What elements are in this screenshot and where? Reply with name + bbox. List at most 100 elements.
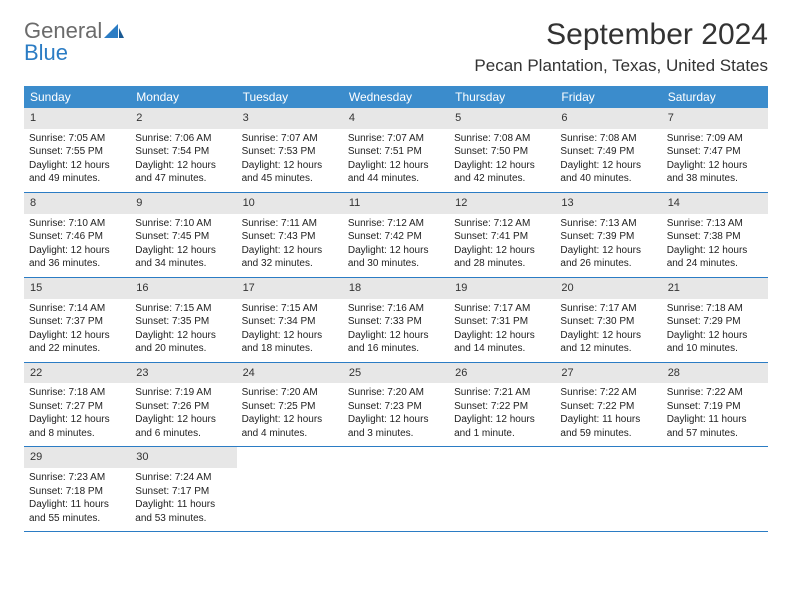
day-details: Sunrise: 7:18 AMSunset: 7:29 PMDaylight:…: [662, 299, 768, 362]
day-cell: 22Sunrise: 7:18 AMSunset: 7:27 PMDayligh…: [24, 363, 130, 447]
day-header-row: SundayMondayTuesdayWednesdayThursdayFrid…: [24, 86, 768, 108]
sunrise-line: Sunrise: 7:05 AM: [29, 132, 125, 146]
sunrise-line: Sunrise: 7:12 AM: [348, 217, 444, 231]
header: General Blue September 2024 Pecan Planta…: [24, 18, 768, 76]
day-cell: [237, 447, 343, 531]
day-number: 28: [662, 363, 768, 384]
daylight-line: Daylight: 11 hours and 53 minutes.: [135, 498, 231, 525]
sunset-line: Sunset: 7:50 PM: [454, 145, 550, 159]
day-cell: 4Sunrise: 7:07 AMSunset: 7:51 PMDaylight…: [343, 108, 449, 192]
sunset-line: Sunset: 7:26 PM: [135, 400, 231, 414]
location: Pecan Plantation, Texas, United States: [474, 56, 768, 76]
day-cell: 16Sunrise: 7:15 AMSunset: 7:35 PMDayligh…: [130, 278, 236, 362]
daylight-line: Daylight: 12 hours and 42 minutes.: [454, 159, 550, 186]
day-cell: 1Sunrise: 7:05 AMSunset: 7:55 PMDaylight…: [24, 108, 130, 192]
day-details: Sunrise: 7:24 AMSunset: 7:17 PMDaylight:…: [130, 468, 236, 531]
day-cell: 11Sunrise: 7:12 AMSunset: 7:42 PMDayligh…: [343, 193, 449, 277]
week-row: 29Sunrise: 7:23 AMSunset: 7:18 PMDayligh…: [24, 447, 768, 532]
day-details: Sunrise: 7:19 AMSunset: 7:26 PMDaylight:…: [130, 383, 236, 446]
day-number: 8: [24, 193, 130, 214]
sunrise-line: Sunrise: 7:07 AM: [348, 132, 444, 146]
day-cell: 14Sunrise: 7:13 AMSunset: 7:38 PMDayligh…: [662, 193, 768, 277]
daylight-line: Daylight: 12 hours and 22 minutes.: [29, 329, 125, 356]
day-header: Saturday: [662, 86, 768, 108]
day-cell: 10Sunrise: 7:11 AMSunset: 7:43 PMDayligh…: [237, 193, 343, 277]
day-details: Sunrise: 7:22 AMSunset: 7:22 PMDaylight:…: [555, 383, 661, 446]
sunset-line: Sunset: 7:46 PM: [29, 230, 125, 244]
calendar: SundayMondayTuesdayWednesdayThursdayFrid…: [24, 86, 768, 532]
day-number: 15: [24, 278, 130, 299]
day-cell: 25Sunrise: 7:20 AMSunset: 7:23 PMDayligh…: [343, 363, 449, 447]
day-number: 10: [237, 193, 343, 214]
week-row: 8Sunrise: 7:10 AMSunset: 7:46 PMDaylight…: [24, 193, 768, 278]
day-number: 11: [343, 193, 449, 214]
sunrise-line: Sunrise: 7:08 AM: [560, 132, 656, 146]
sunset-line: Sunset: 7:43 PM: [242, 230, 338, 244]
day-number: 20: [555, 278, 661, 299]
sunrise-line: Sunrise: 7:16 AM: [348, 302, 444, 316]
day-cell: 30Sunrise: 7:24 AMSunset: 7:17 PMDayligh…: [130, 447, 236, 531]
day-details: Sunrise: 7:12 AMSunset: 7:42 PMDaylight:…: [343, 214, 449, 277]
daylight-line: Daylight: 12 hours and 45 minutes.: [242, 159, 338, 186]
day-number: 25: [343, 363, 449, 384]
sunset-line: Sunset: 7:39 PM: [560, 230, 656, 244]
day-header: Sunday: [24, 86, 130, 108]
daylight-line: Daylight: 12 hours and 8 minutes.: [29, 413, 125, 440]
day-number: 29: [24, 447, 130, 468]
day-cell: 5Sunrise: 7:08 AMSunset: 7:50 PMDaylight…: [449, 108, 555, 192]
day-number: 14: [662, 193, 768, 214]
daylight-line: Daylight: 12 hours and 3 minutes.: [348, 413, 444, 440]
day-cell: 13Sunrise: 7:13 AMSunset: 7:39 PMDayligh…: [555, 193, 661, 277]
sunrise-line: Sunrise: 7:20 AM: [348, 386, 444, 400]
day-details: Sunrise: 7:08 AMSunset: 7:49 PMDaylight:…: [555, 129, 661, 192]
day-cell: 24Sunrise: 7:20 AMSunset: 7:25 PMDayligh…: [237, 363, 343, 447]
sunrise-line: Sunrise: 7:18 AM: [667, 302, 763, 316]
sunset-line: Sunset: 7:35 PM: [135, 315, 231, 329]
sunrise-line: Sunrise: 7:22 AM: [667, 386, 763, 400]
sunrise-line: Sunrise: 7:17 AM: [560, 302, 656, 316]
day-number: 1: [24, 108, 130, 129]
day-details: Sunrise: 7:14 AMSunset: 7:37 PMDaylight:…: [24, 299, 130, 362]
day-cell: 12Sunrise: 7:12 AMSunset: 7:41 PMDayligh…: [449, 193, 555, 277]
daylight-line: Daylight: 12 hours and 36 minutes.: [29, 244, 125, 271]
sunset-line: Sunset: 7:27 PM: [29, 400, 125, 414]
daylight-line: Daylight: 12 hours and 38 minutes.: [667, 159, 763, 186]
day-header: Friday: [555, 86, 661, 108]
sunrise-line: Sunrise: 7:20 AM: [242, 386, 338, 400]
sunset-line: Sunset: 7:49 PM: [560, 145, 656, 159]
day-details: Sunrise: 7:21 AMSunset: 7:22 PMDaylight:…: [449, 383, 555, 446]
week-row: 22Sunrise: 7:18 AMSunset: 7:27 PMDayligh…: [24, 363, 768, 448]
day-number: 24: [237, 363, 343, 384]
daylight-line: Daylight: 12 hours and 14 minutes.: [454, 329, 550, 356]
sunrise-line: Sunrise: 7:08 AM: [454, 132, 550, 146]
day-details: Sunrise: 7:12 AMSunset: 7:41 PMDaylight:…: [449, 214, 555, 277]
sunrise-line: Sunrise: 7:09 AM: [667, 132, 763, 146]
day-number-empty: [662, 447, 768, 468]
day-details: Sunrise: 7:07 AMSunset: 7:53 PMDaylight:…: [237, 129, 343, 192]
day-number: 23: [130, 363, 236, 384]
sunrise-line: Sunrise: 7:10 AM: [135, 217, 231, 231]
day-details: Sunrise: 7:06 AMSunset: 7:54 PMDaylight:…: [130, 129, 236, 192]
day-number: 6: [555, 108, 661, 129]
day-number-empty: [343, 447, 449, 468]
week-row: 15Sunrise: 7:14 AMSunset: 7:37 PMDayligh…: [24, 278, 768, 363]
sunrise-line: Sunrise: 7:15 AM: [242, 302, 338, 316]
day-details: Sunrise: 7:20 AMSunset: 7:25 PMDaylight:…: [237, 383, 343, 446]
day-header: Wednesday: [343, 86, 449, 108]
day-details: Sunrise: 7:11 AMSunset: 7:43 PMDaylight:…: [237, 214, 343, 277]
sunrise-line: Sunrise: 7:14 AM: [29, 302, 125, 316]
daylight-line: Daylight: 12 hours and 24 minutes.: [667, 244, 763, 271]
day-number: 4: [343, 108, 449, 129]
day-cell: 8Sunrise: 7:10 AMSunset: 7:46 PMDaylight…: [24, 193, 130, 277]
day-cell: [449, 447, 555, 531]
day-details: Sunrise: 7:13 AMSunset: 7:38 PMDaylight:…: [662, 214, 768, 277]
sunset-line: Sunset: 7:51 PM: [348, 145, 444, 159]
sunrise-line: Sunrise: 7:21 AM: [454, 386, 550, 400]
day-cell: 6Sunrise: 7:08 AMSunset: 7:49 PMDaylight…: [555, 108, 661, 192]
day-details: Sunrise: 7:17 AMSunset: 7:31 PMDaylight:…: [449, 299, 555, 362]
day-details: Sunrise: 7:13 AMSunset: 7:39 PMDaylight:…: [555, 214, 661, 277]
day-number-empty: [555, 447, 661, 468]
sunrise-line: Sunrise: 7:22 AM: [560, 386, 656, 400]
sunset-line: Sunset: 7:30 PM: [560, 315, 656, 329]
day-number: 21: [662, 278, 768, 299]
